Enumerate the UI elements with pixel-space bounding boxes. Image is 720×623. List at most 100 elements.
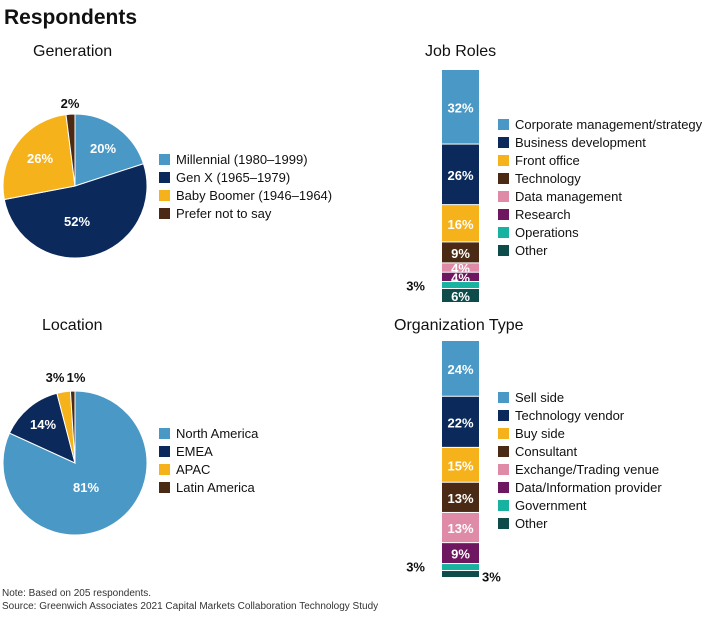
legend-label: EMEA bbox=[176, 443, 213, 459]
legend-swatch bbox=[498, 136, 509, 148]
legend-swatch bbox=[498, 154, 509, 166]
job-roles-legend: Corporate management/strategy Business de… bbox=[498, 115, 702, 259]
legend-item-latin-america: Latin America bbox=[159, 478, 258, 496]
legend-item-buy-side: Buy side bbox=[498, 424, 662, 442]
legend-swatch bbox=[159, 189, 170, 201]
location-pie-chart: 81% 14% 3% 1% bbox=[2, 370, 148, 536]
data-label-sell-side: 24% bbox=[447, 362, 473, 377]
legend-label: Consultant bbox=[515, 443, 578, 459]
bar-segment-research bbox=[442, 272, 479, 282]
bar-segment-sell-side bbox=[442, 341, 479, 396]
legend-item-technology: Technology bbox=[498, 169, 702, 187]
legend-item-government: Government bbox=[498, 496, 662, 514]
bar-segment-technology-vendor bbox=[442, 396, 479, 447]
legend-item-business-development: Business development bbox=[498, 133, 702, 151]
data-label-gen-x-1965-1979: 52% bbox=[64, 214, 90, 229]
data-label-technology: 9% bbox=[451, 246, 470, 261]
data-label-other: 3% bbox=[482, 570, 501, 585]
data-label-technology-vendor: 22% bbox=[447, 415, 473, 430]
legend-item-operations: Operations bbox=[498, 223, 702, 241]
location-legend: North America EMEA APAC Latin America bbox=[159, 424, 258, 496]
legend-item-consultant: Consultant bbox=[498, 442, 662, 460]
generation-legend: Millennial (1980–1999) Gen X (1965–1979) B… bbox=[159, 150, 332, 222]
legend-swatch bbox=[498, 118, 509, 130]
legend-item-apac: APAC bbox=[159, 460, 258, 478]
data-label-corporate-management-strategy: 32% bbox=[447, 100, 473, 115]
data-label-millennial-1980-1999: 20% bbox=[90, 141, 116, 156]
data-label-buy-side: 15% bbox=[447, 458, 473, 473]
bar-segment-front-office bbox=[442, 205, 479, 242]
data-label-government: 3% bbox=[406, 560, 425, 575]
legend-swatch bbox=[498, 391, 509, 403]
legend-swatch bbox=[498, 463, 509, 475]
legend-label: Government bbox=[515, 497, 587, 513]
bar-segment-data-management bbox=[442, 263, 479, 272]
legend-swatch bbox=[498, 208, 509, 220]
bar-segment-consultant bbox=[442, 482, 479, 512]
legend-swatch bbox=[498, 517, 509, 529]
legend-label: Research bbox=[515, 206, 571, 222]
legend-item-front-office: Front office bbox=[498, 151, 702, 169]
location-chart-title: Location bbox=[42, 317, 103, 334]
legend-item-north-america: North America bbox=[159, 424, 258, 442]
legend-swatch bbox=[498, 427, 509, 439]
legend-swatch bbox=[498, 481, 509, 493]
org-type-chart-title: Organization Type bbox=[394, 317, 524, 334]
bar-segment-data-information-provider bbox=[442, 543, 479, 564]
legend-label: Operations bbox=[515, 224, 579, 240]
bar-segment-business-development bbox=[442, 144, 479, 205]
legend-item-data-management: Data management bbox=[498, 187, 702, 205]
data-label-front-office: 16% bbox=[447, 217, 473, 232]
data-label-exchange-trading-venue: 13% bbox=[447, 521, 473, 536]
bar-segment-corporate-management-strategy bbox=[442, 70, 479, 144]
legend-item-research: Research bbox=[498, 205, 702, 223]
legend-label: Gen X (1965–1979) bbox=[176, 169, 291, 185]
legend-label: Buy side bbox=[515, 425, 565, 441]
legend-label: Data/Information provider bbox=[515, 479, 662, 495]
legend-label: Prefer not to say bbox=[176, 205, 272, 221]
legend-item-exchange-trading-venue: Exchange/Trading venue bbox=[498, 460, 662, 478]
job-roles-chart-title: Job Roles bbox=[425, 43, 497, 60]
data-label-apac: 3% bbox=[46, 370, 65, 385]
data-label-data-management: 4% bbox=[451, 261, 470, 276]
legend-label: Technology vendor bbox=[515, 407, 625, 423]
org-type-legend: Sell side Technology vendor Buy side Consul… bbox=[498, 388, 662, 532]
legend-item-data-information-provider: Data/Information provider bbox=[498, 478, 662, 496]
data-label-business-development: 26% bbox=[447, 168, 473, 183]
legend-label: Other bbox=[515, 515, 548, 531]
pie-slice-emea bbox=[8, 392, 76, 464]
legend-swatch bbox=[498, 409, 509, 421]
legend-label: Sell side bbox=[515, 389, 565, 405]
legend-swatch bbox=[159, 427, 170, 439]
pie-slice-baby-boomer-1946-1964 bbox=[2, 114, 76, 201]
data-label-data-information-provider: 9% bbox=[451, 547, 470, 562]
job-roles-stacked-bar: 32%26%16%9%4%4%3%6% bbox=[406, 70, 479, 304]
legend-label: North America bbox=[176, 425, 259, 441]
legend-item-emea: EMEA bbox=[159, 442, 258, 460]
legend-label: Front office bbox=[515, 152, 580, 168]
legend-swatch bbox=[498, 244, 509, 256]
footnote: Note: Based on 205 respondents. bbox=[2, 588, 151, 599]
bar-segment-exchange-trading-venue bbox=[442, 512, 479, 543]
legend-item-technology-vendor: Technology vendor bbox=[498, 406, 662, 424]
bar-segment-government bbox=[442, 564, 479, 571]
legend-item-other: Other bbox=[498, 514, 662, 532]
legend-label: Business development bbox=[515, 134, 646, 150]
legend-item-baby-boomer-1946-1964: Baby Boomer (1946–1964) bbox=[159, 186, 332, 204]
legend-label: APAC bbox=[176, 461, 211, 477]
legend-swatch bbox=[498, 190, 509, 202]
data-label-other: 6% bbox=[451, 289, 470, 304]
legend-label: Millennial (1980–1999) bbox=[176, 151, 308, 167]
legend-swatch bbox=[159, 463, 170, 475]
legend-swatch bbox=[159, 171, 170, 183]
org-type-stacked-bar: 24% 22% 15% 13% 13% 9% 3% 3% bbox=[406, 341, 501, 585]
legend-item-millennial-1980-1999: Millennial (1980–1999) bbox=[159, 150, 332, 168]
legend-label: Other bbox=[515, 242, 548, 258]
legend-swatch bbox=[159, 445, 170, 457]
data-label-prefer-not-to-say: 2% bbox=[61, 96, 80, 111]
legend-label: Technology bbox=[515, 170, 581, 186]
bar-segment-other bbox=[442, 571, 479, 577]
legend-swatch bbox=[159, 153, 170, 165]
legend-swatch bbox=[498, 226, 509, 238]
data-label-consultant: 13% bbox=[447, 491, 473, 506]
